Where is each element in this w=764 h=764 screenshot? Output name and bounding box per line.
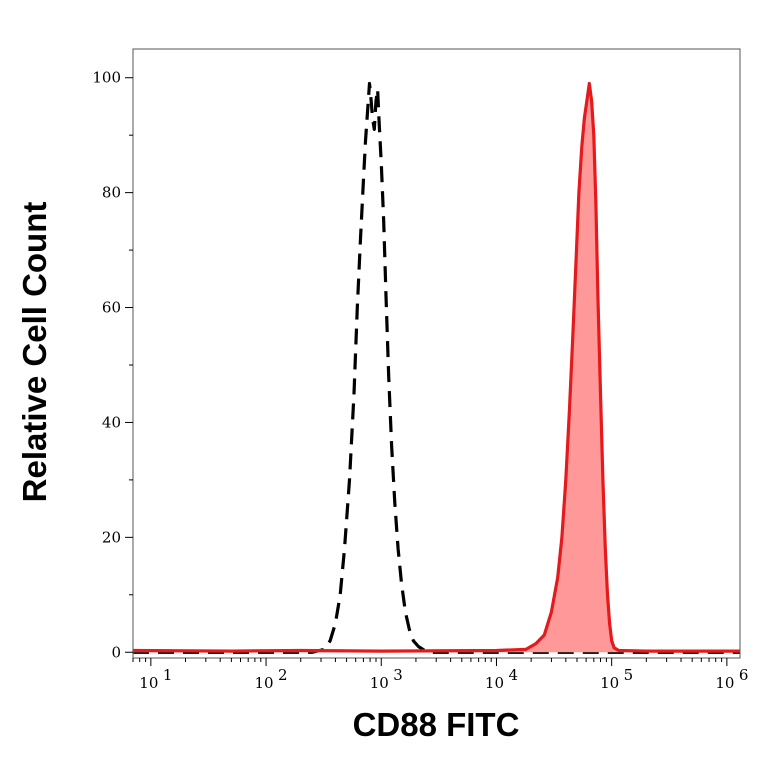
y-tick-label-1: 20 (102, 528, 121, 546)
x-axis-title: CD88 FITC (353, 706, 520, 743)
x-tick-label-3: 10 (485, 674, 504, 692)
x-tick-exponent-0: 1 (163, 666, 173, 684)
series-1-fill (133, 83, 740, 653)
y-tick-label-2: 40 (102, 413, 121, 431)
plot-frame (132, 48, 741, 659)
x-tick-label-5: 10 (715, 674, 734, 692)
x-tick-label-4: 10 (600, 674, 619, 692)
x-tick-label-1: 10 (255, 674, 274, 692)
x-tick-exponent-3: 4 (508, 666, 518, 684)
y-tick-label-3: 60 (102, 299, 121, 317)
x-tick-exponent-4: 5 (624, 666, 634, 684)
y-tick-label-0: 0 (111, 643, 121, 661)
x-tick-label-0: 10 (139, 674, 158, 692)
x-tick-label-2: 10 (370, 674, 389, 692)
series-0-line (133, 81, 740, 654)
x-tick-exponent-2: 3 (393, 666, 403, 684)
x-tick-exponent-1: 2 (278, 666, 288, 684)
y-axis-title: Relative Cell Count (16, 202, 53, 503)
y-tick-label-5: 100 (92, 69, 121, 87)
series-1-line (132, 81, 740, 653)
x-tick-exponent-5: 6 (739, 666, 749, 684)
y-tick-label-4: 80 (102, 184, 121, 202)
plot-area (132, 81, 740, 654)
